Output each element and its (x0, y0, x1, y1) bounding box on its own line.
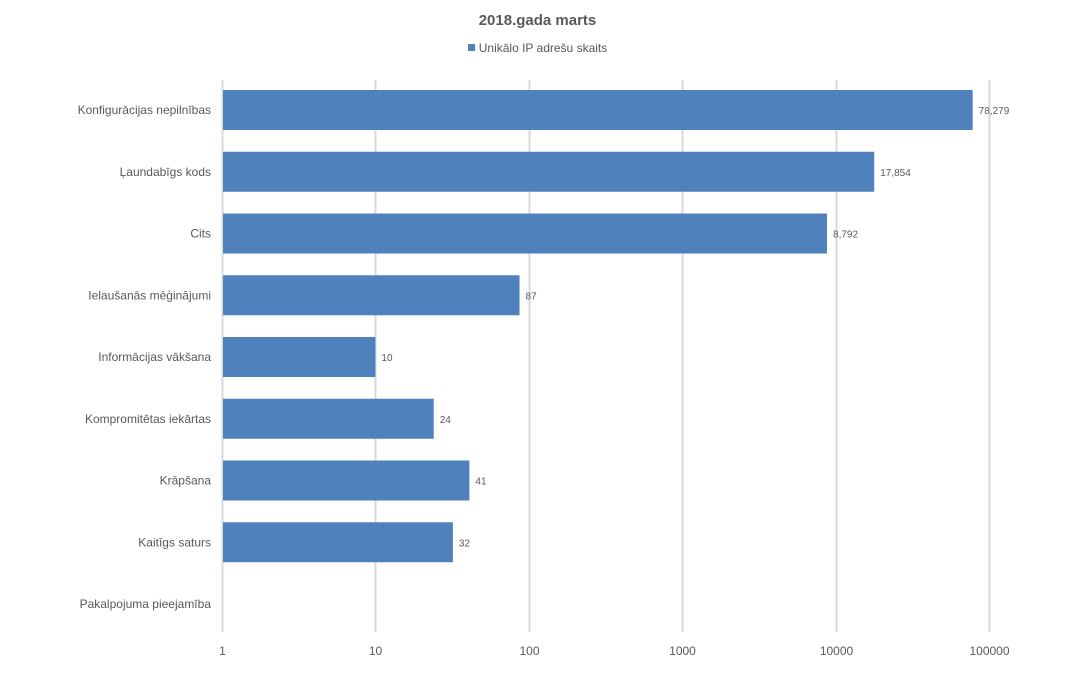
bar (223, 337, 376, 377)
data-label: 87 (526, 291, 538, 302)
x-tick-label: 100000 (969, 644, 1009, 658)
category-label: Informācijas vākšana (98, 350, 211, 364)
bar (223, 213, 828, 254)
chart-title: 2018.gada marts (478, 12, 597, 29)
bar (223, 460, 470, 501)
category-label: Kompromitētas iekārtas (85, 412, 211, 426)
legend-swatch (467, 44, 475, 51)
x-tick-label: 10000 (820, 644, 854, 658)
bar (223, 522, 453, 563)
legend: Unikālo IP adrešu skaits (0, 41, 1075, 55)
x-tick-label: 1000 (669, 644, 696, 658)
bar (223, 275, 520, 316)
bar (223, 398, 434, 439)
data-label: 41 (475, 477, 487, 488)
legend-label: Unikālo IP adrešu skaits (478, 41, 608, 55)
x-tick-label: 10 (369, 644, 383, 658)
data-label: 17,854 (880, 168, 911, 179)
data-label: 78,279 (979, 106, 1010, 117)
category-label: Ļaundabīgs kods (120, 165, 211, 179)
x-tick-label: 100 (519, 644, 539, 658)
x-tick-label: 1 (219, 644, 226, 658)
category-label: Ielaušanās mēģinājumi (88, 288, 211, 302)
category-label: Pakalpojuma pieejamība (80, 597, 212, 611)
category-label: Cits (190, 227, 211, 241)
bar (223, 151, 875, 192)
category-label: Konfigurācijas nepilnības (78, 103, 211, 117)
data-label: 24 (440, 415, 452, 426)
bar (223, 90, 973, 130)
category-label: Krāpšana (160, 474, 212, 488)
data-label: 32 (459, 538, 471, 549)
data-label: 10 (381, 353, 393, 364)
category-label: Kaitīgs saturs (138, 535, 211, 549)
data-label: 8,792 (833, 230, 858, 241)
